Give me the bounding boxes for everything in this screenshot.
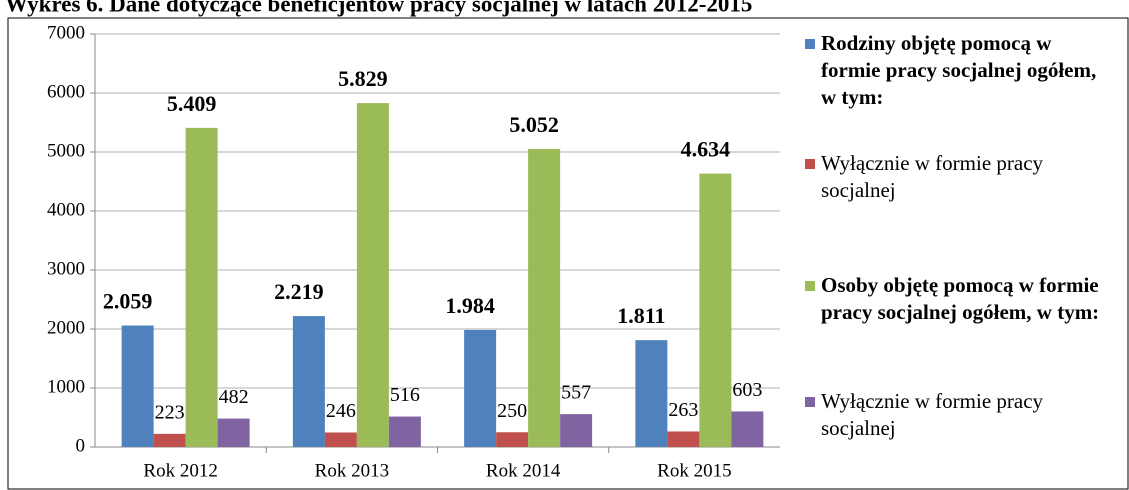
bar (464, 329, 497, 447)
legend-item: Osoby objętę pomocą w formie pracy socja… (805, 272, 1125, 326)
y-tick-label: 4000 (47, 199, 85, 220)
legend-item: Wyłącznie w formie pracy socjalnej (805, 388, 1125, 442)
bar (496, 432, 529, 447)
legend-label: Rodziny objętę pomocą w formie pracy soc… (821, 31, 1097, 109)
data-label: 5.829 (338, 66, 388, 91)
bar (388, 416, 421, 447)
legend-swatch (805, 159, 815, 169)
legend-item: Rodziny objętę pomocą w formie pracy soc… (805, 30, 1125, 111)
x-tick-label: Rok 2014 (486, 460, 561, 481)
data-label: 482 (219, 386, 249, 408)
data-label: 516 (390, 384, 420, 406)
chart-title: Wykres 6. Dane dotyczące beneficjentów p… (5, 0, 752, 16)
legend-swatch (805, 397, 815, 407)
bar (560, 414, 593, 447)
y-tick-label: 0 (76, 435, 86, 456)
y-tick-label: 6000 (47, 81, 85, 102)
bar (699, 173, 732, 447)
y-tick-label: 3000 (47, 258, 85, 279)
bar (217, 418, 250, 447)
legend-item: Wyłącznie w formie pracy socjalnej (805, 150, 1125, 204)
bar (324, 432, 357, 447)
y-tick-label: 1000 (47, 376, 85, 397)
data-label: 557 (561, 382, 591, 404)
data-label: 263 (668, 399, 698, 421)
legend-label: Wyłącznie w formie pracy socjalnej (821, 389, 1044, 440)
bar (121, 325, 154, 447)
data-label: 1.811 (617, 303, 665, 328)
data-label: 250 (497, 400, 527, 422)
legend-label: Wyłącznie w formie pracy socjalnej (821, 151, 1044, 202)
x-tick-label: Rok 2012 (143, 460, 217, 481)
bar (292, 316, 325, 447)
y-tick-label: 5000 (47, 140, 85, 161)
legend-swatch (805, 281, 815, 291)
bar (731, 411, 764, 447)
data-label: 5.409 (167, 91, 217, 116)
y-tick-label: 2000 (47, 317, 85, 338)
bar (528, 148, 561, 447)
legend-label: Osoby objętę pomocą w formie pracy socja… (821, 273, 1100, 324)
x-tick-label: Rok 2015 (657, 460, 731, 481)
bar (635, 340, 668, 447)
data-label: 246 (326, 400, 356, 422)
bar (185, 127, 218, 447)
data-label: 2.059 (103, 289, 153, 314)
data-label: 2.219 (274, 279, 324, 304)
data-label: 223 (155, 401, 185, 423)
chart-frame (7, 17, 1129, 490)
bar (667, 431, 700, 447)
data-label: 1.984 (445, 293, 495, 318)
x-tick-label: Rok 2013 (315, 460, 389, 481)
legend-swatch (805, 39, 815, 49)
bar (356, 103, 389, 448)
bar (153, 433, 186, 447)
data-label: 5.052 (509, 112, 559, 137)
data-label: 4.634 (681, 137, 731, 162)
y-tick-label: 7000 (47, 22, 85, 43)
data-label: 603 (732, 379, 762, 401)
